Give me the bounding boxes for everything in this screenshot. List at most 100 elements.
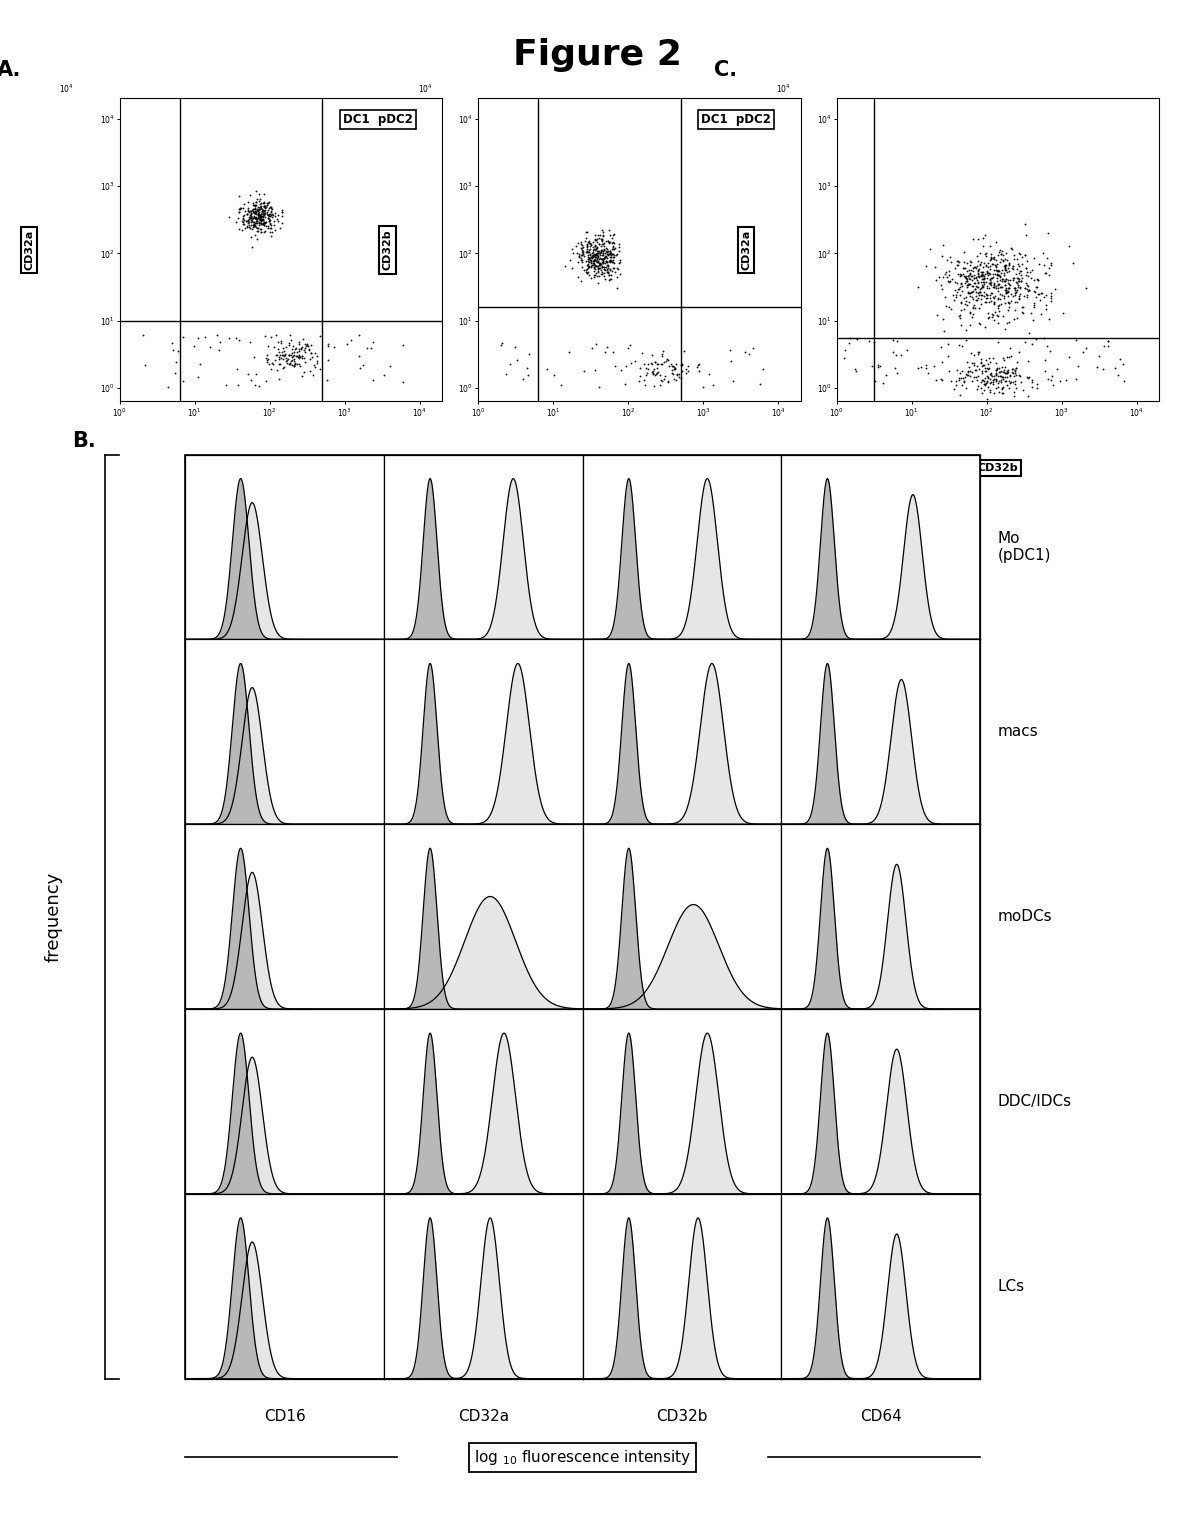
Point	[595, 244, 614, 268]
Point	[983, 368, 1003, 392]
Point	[590, 253, 609, 277]
Point	[1018, 277, 1037, 301]
Point	[251, 206, 270, 230]
Point	[1005, 276, 1024, 300]
Point	[250, 211, 269, 235]
Point	[246, 206, 265, 230]
Point	[584, 247, 603, 271]
Point	[1077, 336, 1096, 361]
Point	[251, 203, 270, 227]
Point	[1042, 283, 1061, 308]
Point	[992, 276, 1011, 300]
Point	[1005, 308, 1024, 332]
Point	[245, 194, 264, 218]
Point	[286, 344, 305, 368]
Point	[600, 256, 619, 280]
Point	[589, 256, 608, 280]
Point	[948, 276, 967, 300]
Point	[1004, 380, 1023, 405]
Point	[1010, 285, 1029, 309]
Point	[252, 206, 271, 230]
Point	[957, 268, 976, 292]
Point	[1011, 242, 1030, 267]
Point	[594, 255, 613, 279]
Point	[594, 250, 613, 274]
Point	[980, 371, 999, 395]
Point	[584, 238, 603, 262]
Point	[862, 353, 881, 377]
Point	[986, 253, 1005, 277]
Point	[1003, 359, 1022, 383]
Point	[600, 232, 619, 256]
Point	[228, 206, 247, 230]
Point	[1042, 282, 1061, 306]
Point	[245, 198, 264, 223]
Point	[350, 356, 369, 380]
Point	[1035, 253, 1054, 277]
Point	[602, 226, 621, 250]
Point	[289, 342, 308, 367]
Point	[963, 227, 982, 251]
Point	[992, 247, 1011, 271]
Point	[986, 368, 1005, 392]
Point	[958, 264, 978, 288]
Point	[1059, 344, 1078, 368]
Point	[973, 368, 992, 392]
Point	[319, 332, 338, 356]
Point	[272, 198, 292, 223]
Point	[580, 245, 599, 270]
Point	[588, 256, 607, 280]
Point	[603, 339, 623, 364]
Point	[247, 197, 266, 221]
Point	[972, 267, 991, 291]
Point	[962, 258, 981, 282]
Point	[699, 362, 718, 386]
Point	[926, 368, 945, 392]
Point	[999, 273, 1018, 297]
Point	[293, 326, 312, 350]
Point	[967, 288, 986, 312]
Point	[970, 241, 989, 265]
Point	[587, 229, 606, 253]
Point	[985, 273, 1004, 297]
Point	[574, 238, 593, 262]
Point	[257, 201, 276, 226]
Point	[276, 342, 295, 367]
Point	[250, 206, 269, 230]
Point	[969, 339, 988, 364]
Text: DDC/IDCs: DDC/IDCs	[998, 1094, 1072, 1109]
Point	[165, 361, 184, 385]
Point	[289, 345, 308, 370]
Point	[256, 323, 275, 347]
Point	[1040, 339, 1059, 364]
Point	[598, 241, 617, 265]
Point	[265, 347, 284, 371]
Point	[994, 382, 1013, 406]
Point	[243, 209, 262, 233]
Point	[994, 242, 1013, 267]
Point	[987, 361, 1006, 385]
Point	[1017, 283, 1036, 308]
Point	[998, 268, 1017, 292]
Point	[244, 212, 263, 236]
Point	[577, 256, 596, 280]
Point	[944, 288, 963, 312]
Point	[644, 374, 663, 398]
Point	[987, 358, 1006, 382]
Point	[969, 341, 988, 365]
Point	[963, 295, 982, 320]
Point	[968, 374, 987, 398]
Point	[1048, 358, 1067, 382]
Point	[989, 379, 1009, 403]
Point	[568, 250, 587, 274]
Point	[284, 344, 304, 368]
Point	[925, 353, 944, 377]
Point	[253, 203, 272, 227]
Point	[590, 256, 609, 280]
Text: DC1  pDC2: DC1 pDC2	[343, 114, 412, 126]
Point	[262, 195, 281, 220]
Point	[643, 361, 662, 385]
Point	[249, 218, 268, 242]
Point	[1028, 376, 1047, 400]
Point	[1005, 383, 1024, 408]
